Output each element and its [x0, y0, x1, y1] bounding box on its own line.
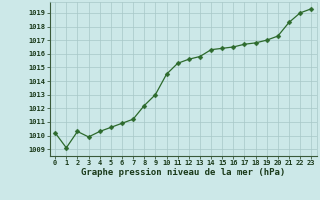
- X-axis label: Graphe pression niveau de la mer (hPa): Graphe pression niveau de la mer (hPa): [81, 168, 285, 177]
